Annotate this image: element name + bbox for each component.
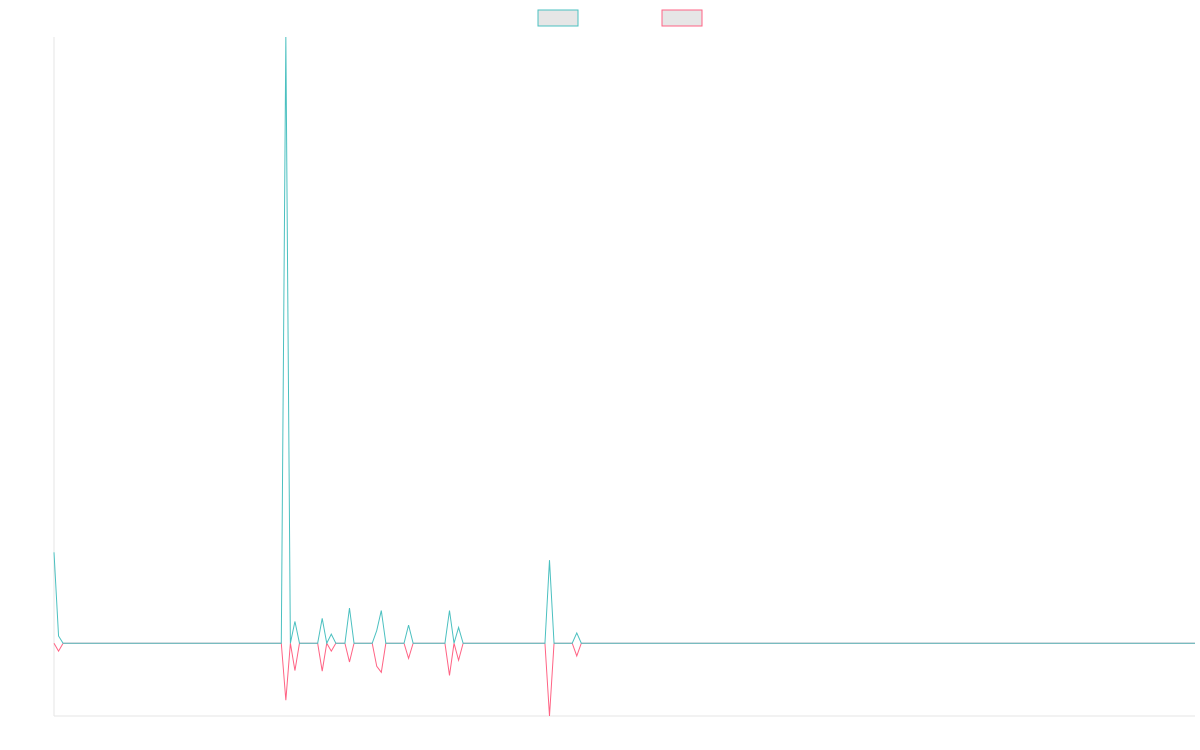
legend-swatch: [661, 9, 703, 27]
data-line: [53, 36, 1195, 645]
legend-swatch: [537, 9, 579, 27]
data-line: [53, 641, 1195, 717]
